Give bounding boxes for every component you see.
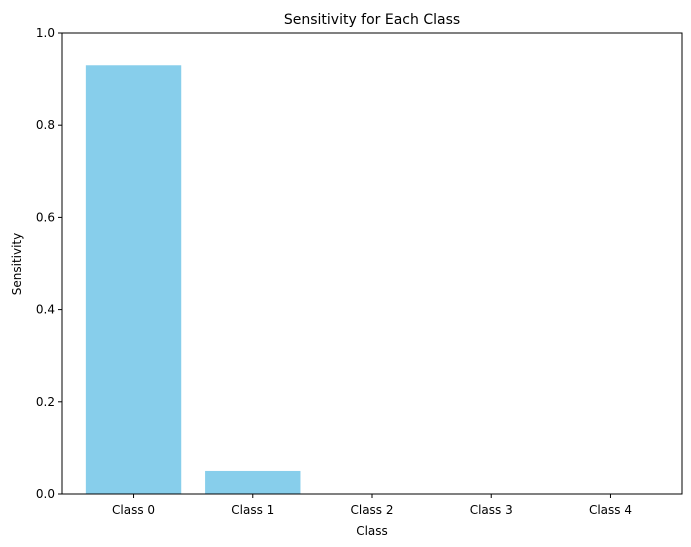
x-tick-label: Class 4 [589, 503, 632, 517]
bar-class-0 [85, 65, 182, 495]
y-axis-ticks: 0.0 0.2 0.4 0.6 0.8 1.0 [36, 26, 62, 501]
x-axis-label: Class [356, 524, 388, 538]
y-tick-label: 0.2 [36, 395, 55, 409]
x-tick-label: Class 0 [112, 503, 155, 517]
y-tick-label: 0.0 [36, 487, 55, 501]
chart-title: Sensitivity for Each Class [284, 12, 460, 28]
plot-frame [61, 32, 683, 495]
y-tick-label: 0.8 [36, 118, 55, 132]
y-axis-label: Sensitivity [10, 233, 24, 295]
plot-area: 0.0 0.2 0.4 0.6 0.8 1.0 Class 0 Class 1 Class 2… [36, 26, 683, 517]
y-tick-label: 1.0 [36, 26, 55, 40]
y-tick-label: 0.6 [36, 210, 55, 224]
y-tick-label: 0.4 [36, 303, 55, 317]
x-tick-label: Class 1 [231, 503, 274, 517]
bar-class-1 [205, 470, 301, 494]
bars-group [85, 65, 301, 495]
x-tick-label: Class 3 [470, 503, 513, 517]
x-axis-ticks: Class 0 Class 1 Class 2 Class 3 Class 4 [112, 494, 632, 517]
x-tick-label: Class 2 [350, 503, 393, 517]
